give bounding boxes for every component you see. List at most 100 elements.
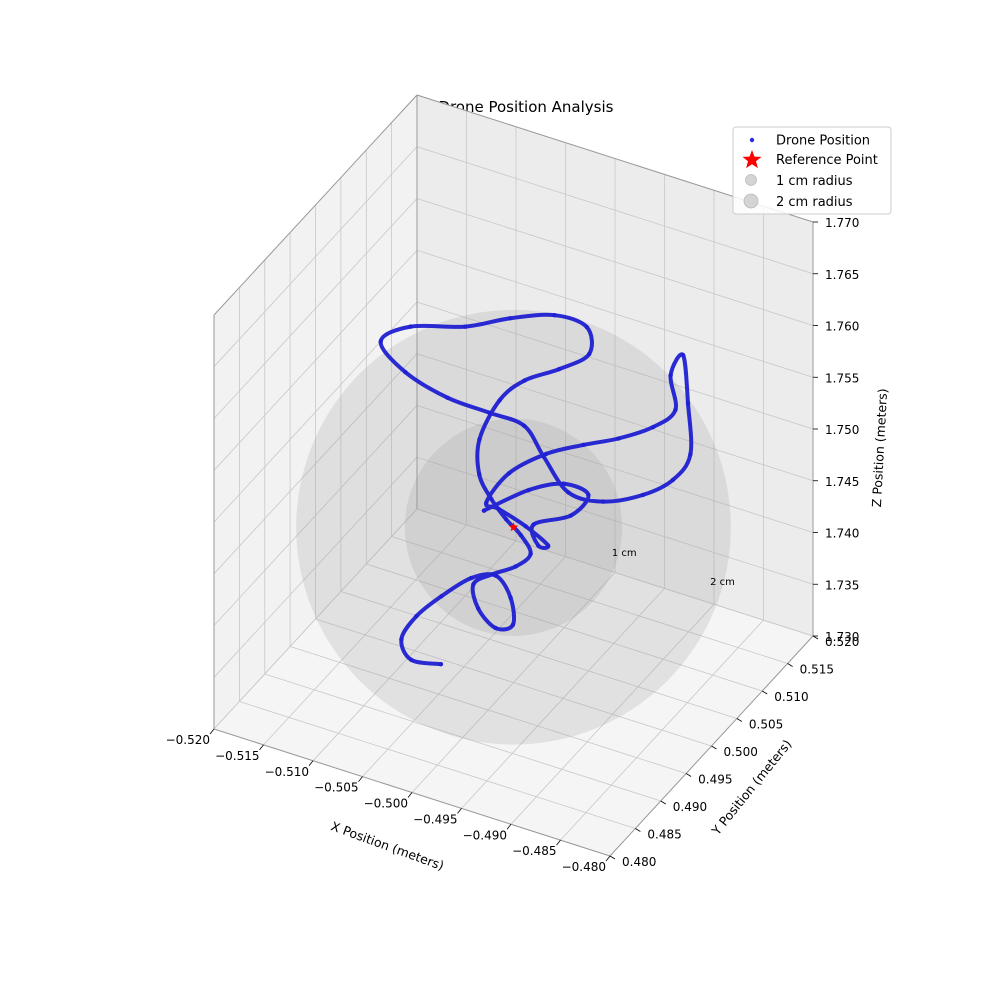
one-cm-legend-marker — [745, 174, 757, 186]
y-tick — [635, 828, 641, 832]
z-tick-label: 1.730 — [825, 630, 859, 644]
grid-line-y — [315, 205, 712, 747]
z-tick-label: 1.740 — [825, 527, 859, 541]
x-tick — [605, 855, 611, 862]
y-tick-label: 0.515 — [800, 663, 834, 677]
y-tick — [711, 745, 717, 750]
z-tick-label: 1.760 — [825, 320, 859, 334]
trajectory-point — [568, 513, 574, 518]
drone-position-legend-marker — [749, 137, 755, 143]
trajectory-point — [561, 481, 566, 486]
x-tick-label: −0.515 — [215, 749, 259, 763]
trajectory-point — [408, 324, 413, 329]
trajectory-point — [438, 661, 444, 667]
sphere-label-1cm: 1 cm — [612, 548, 637, 559]
trajectory-point — [439, 594, 444, 599]
legend-label-2cm: 2 cm radius — [776, 195, 853, 210]
trajectory-point — [670, 477, 676, 483]
trajectory-point — [584, 324, 590, 330]
y-tick — [787, 663, 793, 667]
x-tick-label: −0.510 — [265, 765, 309, 779]
trajectory-point — [668, 373, 673, 378]
x-tick — [259, 744, 264, 751]
trajectory-point — [640, 492, 646, 498]
trajectory-point — [518, 533, 524, 538]
trajectory-point — [566, 490, 571, 495]
trajectory-point — [521, 423, 527, 428]
z-tick-label: 1.755 — [825, 371, 859, 385]
reference-point-marker — [508, 522, 519, 532]
trajectory-point — [531, 522, 536, 527]
y-tick-label: 0.490 — [673, 800, 707, 814]
y-tick-label: 0.505 — [749, 718, 783, 732]
x-tick — [308, 760, 314, 766]
y-tick — [609, 855, 616, 860]
trajectory-point — [414, 613, 419, 619]
trajectory-point — [528, 551, 533, 556]
z-tick-label: 1.745 — [825, 475, 859, 489]
grid-line-y — [365, 150, 763, 692]
trajectory-point — [586, 351, 592, 357]
trajectory-point — [556, 366, 562, 372]
y-tick-label: 0.480 — [622, 855, 656, 869]
x-tick — [556, 839, 561, 846]
z-axis-label: Z Position (meters) — [869, 388, 890, 508]
x-tick-label: −0.520 — [166, 733, 210, 747]
x-tick-label: −0.490 — [463, 828, 507, 842]
trajectory-point — [536, 543, 541, 548]
z-tick-label: 1.765 — [825, 268, 859, 282]
trajectory-point — [477, 437, 482, 442]
x-tick-label: −0.505 — [314, 781, 358, 795]
trajectory-point — [650, 424, 656, 430]
y-tick — [660, 800, 666, 805]
trajectory-point — [445, 395, 450, 400]
trajectory-point — [471, 582, 476, 587]
trajectory-point — [477, 471, 482, 477]
axis-ticks: −0.520 −0.515 −0.510 −0.505 −0.500 −0.495 −0.4… — [166, 216, 860, 874]
trajectory-point — [586, 492, 591, 498]
grid-line-y — [391, 122, 788, 664]
trajectory-point — [523, 524, 528, 529]
trajectory-point — [481, 508, 487, 513]
trajectory-point — [487, 410, 492, 415]
grid-line-y — [289, 232, 687, 774]
x-tick-label: −0.500 — [364, 797, 408, 811]
trajectory-point — [685, 401, 691, 406]
trajectory-point — [581, 442, 586, 448]
trajectory-point — [506, 471, 512, 476]
trajectory-point — [489, 496, 494, 502]
trajectory-point — [403, 369, 408, 375]
star-icon — [742, 150, 762, 169]
grid-line-y — [264, 260, 661, 802]
trajectory-point — [522, 378, 527, 383]
trajectory-point — [513, 564, 518, 569]
trajectory-point — [493, 573, 499, 578]
trajectory-point — [616, 436, 621, 441]
trajectory-point — [508, 595, 513, 601]
grid-line-y — [238, 287, 636, 829]
trajectory-point — [497, 398, 502, 403]
legend: Drone Position Reference Point 1 cm radi… — [732, 126, 892, 215]
trajectory-point — [468, 575, 474, 581]
x-tick-label: −0.485 — [512, 844, 556, 858]
z-tick-label: 1.770 — [825, 216, 859, 230]
two-cm-legend-marker — [743, 193, 759, 209]
x-tick — [506, 824, 512, 830]
trajectory-point — [476, 606, 481, 611]
trajectory-point — [503, 517, 509, 522]
trajectory-point — [552, 312, 557, 318]
y-tick — [762, 690, 768, 695]
drone-trajectory — [378, 312, 694, 667]
reference-star — [508, 522, 519, 532]
trajectory-point — [545, 543, 551, 548]
y-tick-label: 0.520 — [825, 635, 859, 649]
z-tick-label: 1.750 — [825, 423, 859, 437]
trajectory-point — [507, 316, 513, 321]
legend-frame — [732, 126, 892, 215]
y-tick-label: 0.495 — [698, 773, 732, 787]
x-tick-label: −0.480 — [562, 860, 606, 874]
y-tick — [685, 773, 692, 777]
axis-edge — [213, 94, 418, 316]
x-tick — [457, 808, 462, 814]
